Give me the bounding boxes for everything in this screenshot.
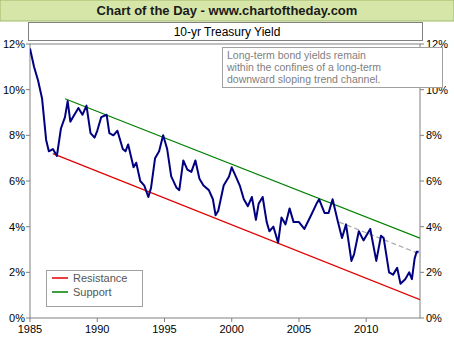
x-tick-label: 2010 (354, 323, 378, 335)
title: Chart of the Day - www.chartoftheday.com (97, 3, 358, 18)
y-tick-label: 12% (3, 38, 25, 50)
x-tick-label: 1985 (18, 323, 42, 335)
y-tick (26, 181, 30, 182)
x-tick-label: 1995 (152, 323, 176, 335)
y-tick-label: 4% (9, 221, 25, 233)
legend-label: Support (73, 286, 112, 298)
annotation-text: within the confines of a long-term (226, 61, 381, 73)
x-tick (298, 318, 299, 322)
y-tick-right (420, 181, 424, 182)
y-tick-right (420, 135, 424, 136)
x-tick (30, 318, 31, 322)
y-tick (26, 89, 30, 90)
x-tick (366, 318, 367, 322)
y-tick (26, 318, 30, 319)
page: {"chart_data": { "type": "line", "title"… (0, 0, 454, 340)
x-tick-label: 2000 (219, 323, 243, 335)
y-tick-label: 8% (9, 129, 25, 141)
x-tick (231, 318, 232, 322)
y-tick-label-right: 0% (426, 312, 442, 324)
y-tick-label: 10% (3, 84, 25, 96)
legend-swatch (52, 277, 68, 279)
header-band (0, 0, 454, 21)
legend-label: Resistance (73, 272, 127, 284)
x-tick (164, 318, 165, 322)
y-tick (26, 135, 30, 136)
annotation-text: Long-term bond yields remain (227, 49, 366, 61)
annotation-text: downward sloping trend channel. (227, 73, 381, 85)
y-tick-right (420, 272, 424, 273)
y-tick-label-right: 8% (426, 129, 442, 141)
trend-line (65, 99, 420, 238)
legend-swatch (52, 291, 68, 293)
subtitle-box (29, 23, 423, 41)
x-tick-label: 1990 (85, 323, 109, 335)
y-tick-right (420, 226, 424, 227)
y-tick-right (420, 89, 424, 90)
y-tick-right (420, 318, 424, 319)
subtitle: 10-yr Treasury Yield (174, 25, 281, 39)
y-tick (26, 44, 30, 45)
chart: Chart of the Day - www.chartoftheday.com… (0, 0, 454, 340)
y-tick-label-right: 4% (426, 221, 442, 233)
y-tick-label-right: 2% (426, 266, 442, 278)
x-tick-label: 2005 (287, 323, 311, 335)
y-tick-label-right: 6% (426, 175, 442, 187)
x-tick (97, 318, 98, 322)
y-tick (26, 272, 30, 273)
legend-box (47, 271, 143, 307)
annotation-box (223, 48, 443, 88)
y-tick-right (420, 44, 424, 45)
y-tick-label: 6% (9, 175, 25, 187)
y-tick-label: 2% (9, 266, 25, 278)
y-tick (26, 226, 30, 227)
